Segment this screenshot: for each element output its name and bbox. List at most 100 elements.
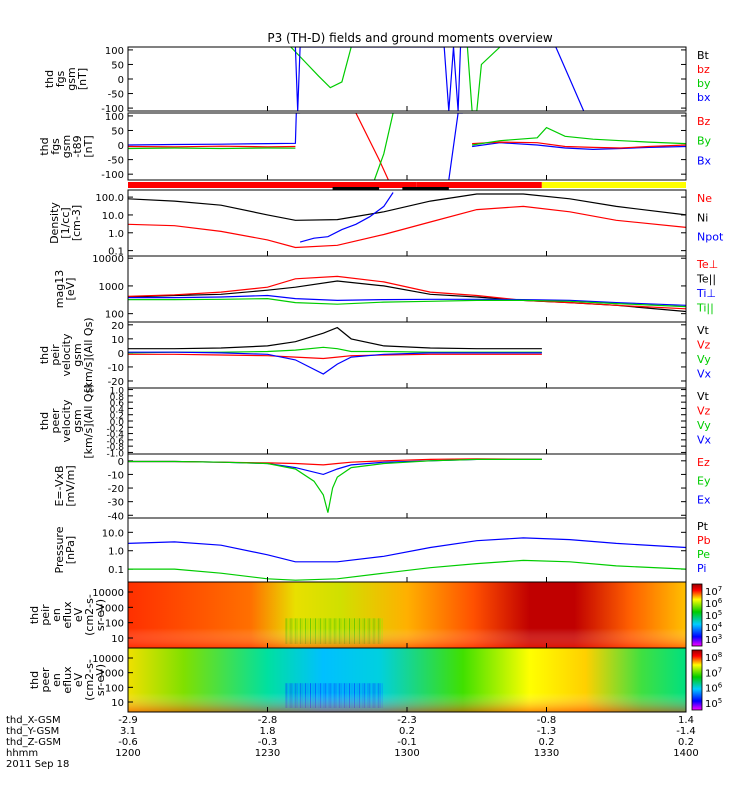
panel-9: 10710610510410310000100010010thdpeirenef…	[28, 581, 723, 649]
colorbar-tick-label: 106	[705, 682, 723, 695]
series-line-Te⊥	[128, 275, 686, 310]
series-line-By	[472, 126, 686, 146]
y-tick-label: -10	[108, 470, 124, 481]
series-line-Bx	[128, 113, 301, 146]
legend-entry: Vt	[697, 390, 710, 403]
series-line-Te||	[128, 280, 686, 313]
series-line-Bx	[472, 142, 686, 151]
panel-4: 10000 1000 100 mag13[eV] Te⊥ Te||Ti⊥ Ti||	[53, 254, 718, 323]
y-tick-label: -50	[108, 90, 124, 101]
ephemeris-value: -0.3	[258, 737, 278, 748]
ephemeris-value: -2.9	[118, 715, 138, 726]
y-axis-label: (cm2-s-	[83, 594, 96, 636]
panel-frame	[127, 255, 687, 323]
legend-entry: Bx	[697, 154, 712, 167]
series-line-Pi	[128, 537, 686, 563]
y-tick-label: 0	[118, 457, 124, 468]
legend-entry: Vz	[697, 339, 711, 352]
y-tick-label: 0.0	[110, 418, 125, 428]
y-axis-label: [1/cc]	[59, 207, 72, 238]
y-axis-label: thd	[38, 137, 51, 155]
y-tick-label: 50	[111, 126, 124, 137]
y-tick-label: 0	[118, 75, 124, 86]
series-line-By	[373, 113, 394, 180]
y-tick-label: 1000	[99, 282, 124, 293]
y-tick-label: 10	[111, 634, 124, 645]
y-axis-label: gsm	[71, 409, 84, 432]
ephemeris-label: thd_X-GSM	[6, 715, 61, 726]
y-axis-label: gsm	[60, 135, 73, 158]
legend-entry: Npot	[697, 231, 724, 244]
y-tick-label: -0.4	[106, 431, 124, 441]
panel-3: 100.0 10.0 1.0 0.1 Density[1/cc][cm-3] Ne Ni Np…	[48, 189, 724, 258]
x-tick-label: 1300	[394, 748, 419, 759]
y-tick-label: 20	[111, 321, 124, 332]
y-axis-label: [nT]	[76, 68, 89, 90]
y-axis-label: peer	[49, 408, 62, 434]
y-axis-label: mag13	[53, 270, 66, 308]
series-group	[128, 275, 686, 313]
y-tick-label: 10000	[92, 254, 124, 265]
y-tick-label: 0.1	[108, 565, 124, 576]
y-axis-label: thd	[28, 606, 41, 624]
y-tick-label: 1000	[99, 603, 124, 614]
series-group	[128, 113, 686, 180]
y-axis-label: eflux	[61, 666, 74, 694]
series-line-Pe	[128, 559, 686, 581]
ephemeris-value: -2.8	[258, 715, 278, 726]
colorbar	[691, 583, 703, 647]
legend-entry: Vy	[697, 419, 711, 432]
y-axis-label: eV	[72, 607, 85, 622]
colorbar-tick-label: 108	[705, 651, 722, 664]
x-tick-label: 1400	[673, 748, 698, 759]
ephemeris-label: thd_Y-GSM	[6, 726, 59, 737]
legend-entry: by	[697, 77, 711, 90]
y-axis-label: [nPa]	[64, 536, 77, 564]
y-tick-label: -1.0	[106, 449, 124, 459]
x-tick-label: 1330	[534, 748, 559, 759]
panel-6: 1.00.80.60.40.20.0-0.2-0.4-0.6-0.8-1.0 th…	[38, 383, 712, 459]
y-tick-label: 0.4	[110, 405, 125, 415]
y-axis-label: eV	[72, 672, 85, 687]
legend-entry: Ey	[697, 475, 711, 488]
ephemeris-value: 0.2	[539, 737, 555, 748]
y-tick-label: -100	[101, 170, 124, 181]
y-axis-label: peir	[39, 604, 52, 626]
y-axis-label: eflux	[61, 601, 74, 629]
y-tick-label: 1.0	[110, 387, 125, 397]
series-line-bx	[294, 47, 585, 111]
y-tick-label: 0.1	[108, 247, 124, 258]
panel-frame	[127, 189, 687, 257]
ephemeris-value: -1.3	[537, 726, 557, 737]
y-tick-label: 0.8	[110, 393, 125, 403]
legend-entry: Bt	[697, 49, 710, 62]
mode-bar-segment	[128, 182, 417, 188]
y-axis-label: en	[50, 673, 63, 687]
y-tick-label: 100	[105, 310, 124, 321]
panel-10: 108 107 106 105 10000 1000 100 10 thdpeereneflux…	[28, 647, 723, 713]
y-tick-label: 10	[111, 335, 124, 346]
y-tick-label: 100	[105, 619, 124, 630]
legend-entry: By	[697, 135, 712, 148]
y-axis-label: gsm	[71, 343, 84, 366]
colorbar-tick-label: 107	[705, 666, 722, 679]
mode-bar-mark	[332, 187, 380, 190]
y-axis-label: gsm	[65, 67, 78, 90]
series-group	[128, 537, 686, 581]
panel-5: 20 10 0 -10 -20 thdpeirvelocitygsm[km/s](All …	[38, 317, 712, 392]
legend-entry: Ni	[697, 211, 708, 224]
y-axis-label: velocity	[60, 399, 73, 442]
y-tick-label: 0.6	[110, 399, 125, 409]
panels-layer: 100500-50-100thdfgsgsm[nT]Btbzbybx100500…	[28, 46, 724, 713]
ephemeris-label: thd_Z-GSM	[6, 737, 61, 748]
y-axis-label: E=-VxB	[53, 465, 66, 506]
y-tick-label: -30	[108, 498, 124, 509]
y-tick-label: 1.0	[108, 229, 124, 240]
x-axis-label: hhmm	[6, 748, 38, 759]
panel-frame	[127, 46, 687, 112]
y-axis-label: [km/s](All Qs)	[82, 383, 95, 458]
y-axis-label: [mV/m]	[64, 465, 77, 506]
